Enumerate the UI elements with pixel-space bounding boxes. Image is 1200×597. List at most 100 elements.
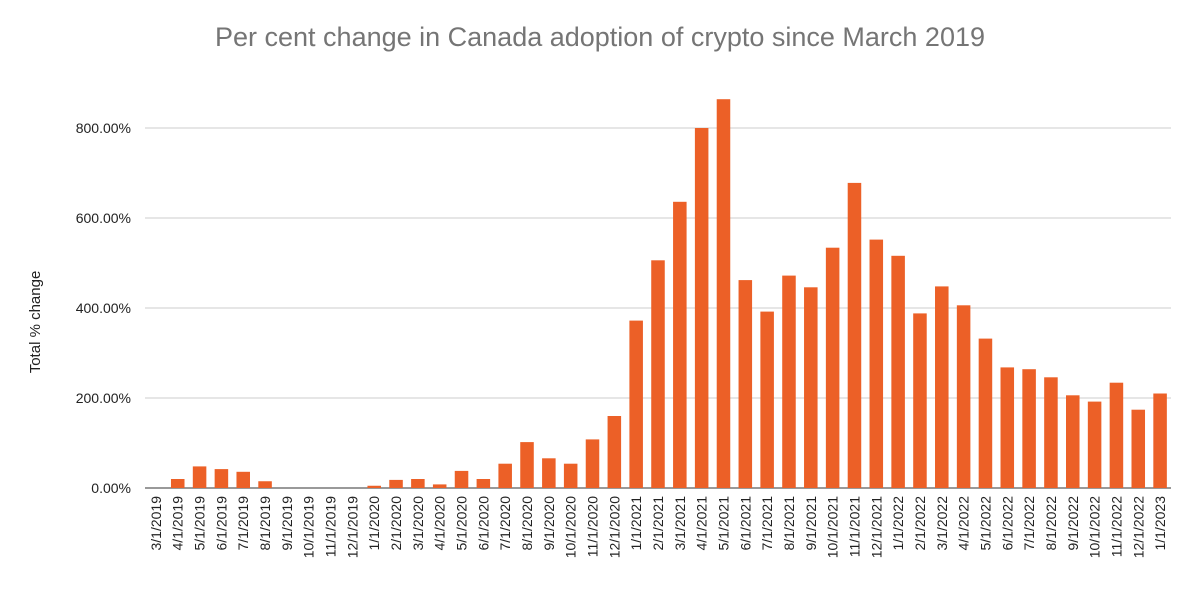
bar <box>782 275 796 488</box>
x-tick-label: 4/1/2019 <box>170 496 186 551</box>
x-tick-label: 3/1/2022 <box>934 496 950 551</box>
x-tick-label: 3/1/2019 <box>148 496 164 551</box>
bar <box>1022 369 1036 488</box>
x-tick-label: 9/1/2019 <box>279 496 295 551</box>
bar <box>978 338 993 488</box>
x-tick-label: 5/1/2021 <box>715 496 731 551</box>
x-tick-label: 7/1/2020 <box>497 496 513 551</box>
x-tick-label: 9/1/2020 <box>541 496 557 551</box>
bar <box>170 479 185 488</box>
bar <box>214 469 229 488</box>
x-tick-label: 2/1/2022 <box>912 496 928 551</box>
x-axis-ticks: 3/1/2019 4/1/2019 5/1/2019 6/1/2019 7/1/2019… <box>148 496 1168 559</box>
bar <box>869 239 884 488</box>
x-tick-label: 5/1/2019 <box>192 496 208 551</box>
bar <box>476 479 491 488</box>
bar <box>913 313 927 488</box>
x-tick-label: 6/1/2022 <box>999 496 1015 551</box>
bar <box>563 463 578 488</box>
bar <box>520 442 534 488</box>
x-tick-label: 1/1/2023 <box>1152 496 1168 551</box>
x-tick-label: 6/1/2019 <box>213 496 229 551</box>
bar <box>1131 409 1146 488</box>
bar <box>432 484 447 488</box>
bar <box>1153 393 1167 488</box>
bar <box>607 416 622 488</box>
x-tick-label: 8/1/2020 <box>519 496 535 551</box>
bar <box>847 182 862 488</box>
bar <box>258 481 272 488</box>
x-tick-label: 11/1/2021 <box>846 496 862 557</box>
bar <box>760 311 774 488</box>
bar <box>367 485 381 488</box>
y-axis-ticks: 0.00% 200.00% 400.00% 600.00% 800.00% <box>76 120 131 496</box>
bar <box>673 201 687 489</box>
x-tick-label: 5/1/2022 <box>977 496 993 551</box>
chart-title: Per cent change in Canada adoption of cr… <box>215 22 985 52</box>
bar <box>411 479 425 488</box>
bar <box>585 439 600 488</box>
x-tick-label: 5/1/2020 <box>454 496 470 551</box>
bar <box>956 305 971 488</box>
bar <box>236 471 250 488</box>
x-tick-label: 7/1/2019 <box>235 496 251 551</box>
bar <box>804 287 818 488</box>
x-tick-label: 9/1/2021 <box>803 496 819 551</box>
x-tick-label: 12/1/2019 <box>344 496 360 558</box>
bar <box>738 280 753 488</box>
y-tick-label: 400.00% <box>76 300 131 316</box>
bar <box>498 463 512 488</box>
bar <box>454 470 469 488</box>
x-tick-label: 11/1/2020 <box>585 496 601 557</box>
y-tick-label: 600.00% <box>76 210 131 226</box>
x-tick-label: 4/1/2020 <box>432 496 448 551</box>
x-tick-label: 8/1/2019 <box>257 496 273 551</box>
x-tick-label: 10/1/2019 <box>301 496 317 558</box>
y-tick-label: 200.00% <box>76 390 131 406</box>
x-tick-label: 6/1/2020 <box>475 496 491 551</box>
x-tick-label: 8/1/2021 <box>781 496 797 551</box>
bars <box>170 99 1167 489</box>
y-axis-label: Total % change <box>27 271 44 374</box>
x-tick-label: 1/1/2020 <box>366 496 382 551</box>
bar <box>1000 367 1015 488</box>
x-tick-label: 6/1/2021 <box>737 496 753 551</box>
x-tick-label: 11/1/2019 <box>323 496 339 557</box>
x-tick-label: 3/1/2021 <box>672 496 688 551</box>
bar <box>389 479 403 488</box>
y-tick-label: 800.00% <box>76 120 131 136</box>
bar <box>825 247 840 488</box>
bar <box>891 255 905 488</box>
x-tick-label: 4/1/2022 <box>956 496 972 551</box>
bar <box>192 466 207 488</box>
bar <box>651 260 665 488</box>
x-tick-label: 1/1/2022 <box>890 496 906 551</box>
x-tick-label: 12/1/2021 <box>868 496 884 558</box>
bar <box>1109 382 1124 488</box>
x-tick-label: 12/1/2020 <box>606 496 622 558</box>
x-tick-label: 3/1/2020 <box>410 496 426 551</box>
x-tick-label: 7/1/2021 <box>759 496 775 551</box>
x-tick-label: 10/1/2021 <box>825 496 841 558</box>
x-tick-label: 1/1/2021 <box>628 496 644 551</box>
bar <box>542 458 556 488</box>
bar <box>1044 377 1058 488</box>
x-tick-label: 10/1/2022 <box>1087 496 1103 558</box>
x-tick-label: 2/1/2021 <box>650 496 666 551</box>
x-tick-label: 11/1/2022 <box>1108 496 1124 557</box>
y-tick-label: 0.00% <box>91 480 131 496</box>
x-tick-label: 10/1/2020 <box>563 496 579 558</box>
x-tick-label: 2/1/2020 <box>388 496 404 551</box>
bar <box>935 286 949 488</box>
bar <box>716 99 731 488</box>
x-tick-label: 9/1/2022 <box>1065 496 1081 551</box>
x-tick-label: 8/1/2022 <box>1043 496 1059 551</box>
x-tick-label: 7/1/2022 <box>1021 496 1037 551</box>
bar <box>629 320 643 488</box>
bar <box>1066 395 1080 488</box>
bar <box>1087 401 1102 488</box>
x-tick-label: 12/1/2022 <box>1130 496 1146 558</box>
x-tick-label: 4/1/2021 <box>694 496 710 551</box>
